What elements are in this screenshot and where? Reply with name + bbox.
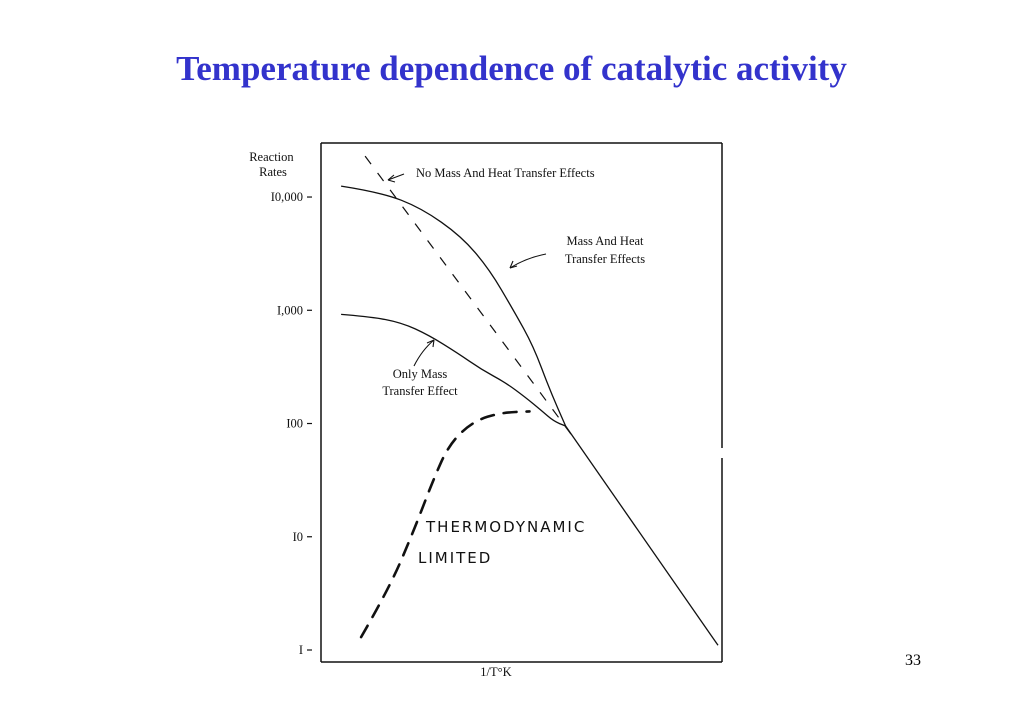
slide-number: 33 bbox=[905, 652, 921, 669]
annotation-only-mass-2: Transfer Effect bbox=[382, 384, 458, 398]
arrowhead-no-transfer bbox=[387, 174, 396, 183]
y-tick-label: I0,000 bbox=[271, 190, 303, 204]
arrowhead-only-mass bbox=[426, 339, 435, 348]
y-tick-label: I00 bbox=[286, 417, 303, 431]
y-tick-label: I bbox=[299, 643, 303, 657]
series-line-4 bbox=[359, 410, 531, 639]
x-axis-label: 1/T°K bbox=[480, 665, 511, 679]
series-line-0 bbox=[364, 155, 575, 439]
arrow-only-mass bbox=[413, 339, 435, 367]
arrowhead-mass-heat bbox=[509, 260, 518, 269]
series-line-1 bbox=[341, 185, 567, 427]
annotation-only-mass-1: Only Mass bbox=[393, 367, 448, 381]
y-axis-label: Reaction Rates bbox=[249, 150, 297, 179]
arrow-mass-heat bbox=[509, 253, 547, 269]
series-line-2 bbox=[341, 313, 566, 427]
annotation-no-transfer: No Mass And Heat Transfer Effects bbox=[416, 166, 595, 180]
annotation-limited: LIMITED bbox=[418, 549, 492, 567]
y-ticks: I I0 I00 I,000 I0,000 bbox=[271, 190, 312, 657]
slide-title: Temperature dependence of catalytic acti… bbox=[176, 49, 847, 88]
annotation-mass-heat-2: Transfer Effects bbox=[565, 252, 645, 266]
annotation-thermodynamic: THERMODYNAMIC bbox=[425, 518, 586, 536]
y-axis-label-line-1: Reaction bbox=[249, 150, 294, 164]
series-layer bbox=[341, 155, 719, 646]
y-tick-label: I0 bbox=[293, 530, 303, 544]
y-axis-label-line-2: Rates bbox=[259, 165, 287, 179]
series-line-3 bbox=[565, 425, 719, 646]
annotation-mass-heat-1: Mass And Heat bbox=[566, 234, 644, 248]
arrow-no-transfer bbox=[387, 173, 405, 181]
y-tick-label: I,000 bbox=[277, 303, 303, 317]
